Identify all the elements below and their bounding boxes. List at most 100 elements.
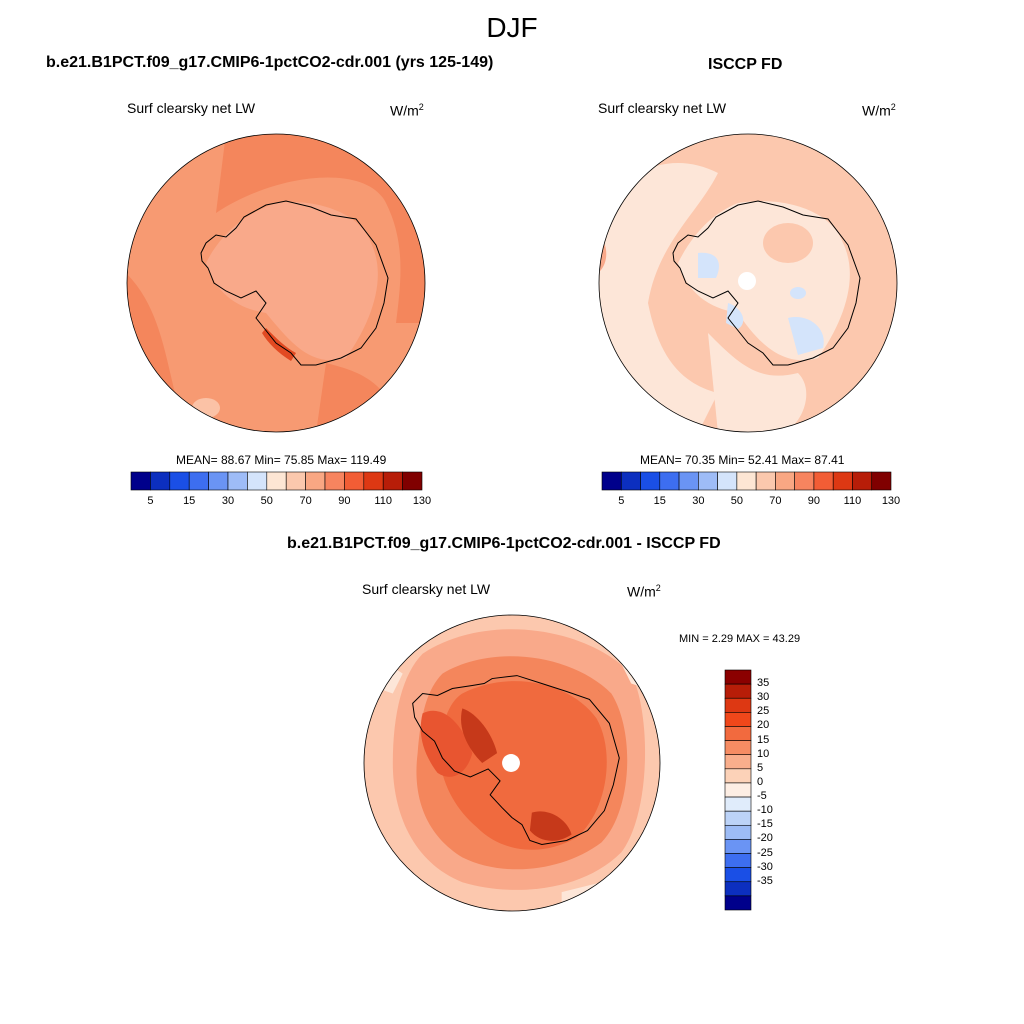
colorbar-box bbox=[724, 712, 752, 727]
panel1-stats: MEAN= 88.67 Min= 75.85 Max= 119.49 bbox=[176, 453, 387, 467]
colorbar-label: -15 bbox=[757, 818, 773, 831]
colorbar-label: 5 bbox=[618, 495, 625, 507]
colorbar-label: -5 bbox=[757, 790, 767, 803]
colorbar-box bbox=[208, 471, 229, 491]
colorbar-box bbox=[724, 782, 752, 798]
figure-title: DJF bbox=[486, 12, 538, 43]
panel1-title: b.e21.B1PCT.f09_g17.CMIP6-1pctCO2-cdr.00… bbox=[46, 54, 494, 71]
panel2-title: ISCCP FD bbox=[708, 56, 783, 73]
panel3-colorbar bbox=[724, 669, 752, 911]
panel3-map bbox=[363, 614, 661, 912]
colorbar-box bbox=[285, 471, 306, 491]
panel1-colorbar bbox=[130, 471, 423, 491]
colorbar-label: -35 bbox=[757, 874, 773, 887]
panel2-map bbox=[598, 133, 898, 433]
coastline bbox=[412, 675, 620, 845]
panel3-colorbar-labels: 35 30 25 20 15 10 5 0 -5 -10 -15 -20 -25 -30 -35 bbox=[757, 670, 797, 910]
colorbar-label: 20 bbox=[757, 719, 770, 732]
panel1-units: W/m2 bbox=[390, 102, 424, 119]
colorbar-label: 50 bbox=[730, 495, 743, 507]
coastline bbox=[672, 200, 861, 366]
colorbar-label: 0 bbox=[757, 775, 764, 788]
colorbar-box bbox=[150, 471, 171, 491]
colorbar-label: 50 bbox=[260, 495, 273, 507]
colorbar-box bbox=[130, 471, 151, 491]
colorbar-box bbox=[169, 471, 190, 491]
colorbar-box bbox=[402, 471, 423, 491]
colorbar-label: 15 bbox=[183, 495, 196, 507]
panel2-stats: MEAN= 70.35 Min= 52.41 Max= 87.41 bbox=[640, 453, 845, 467]
colorbar-box bbox=[247, 471, 268, 491]
colorbar-box bbox=[188, 471, 209, 491]
colorbar-label: 10 bbox=[757, 747, 770, 760]
panel2-variable: Surf clearsky net LW bbox=[598, 100, 727, 116]
colorbar-label: 30 bbox=[221, 495, 235, 507]
colorbar-label: -30 bbox=[757, 860, 773, 873]
colorbar-label: -10 bbox=[757, 804, 773, 817]
panel1-variable: Surf clearsky net LW bbox=[127, 100, 256, 116]
colorbar-box bbox=[724, 796, 752, 812]
colorbar-box bbox=[324, 471, 345, 491]
colorbar-box bbox=[724, 669, 752, 685]
colorbar-box bbox=[382, 471, 403, 491]
colorbar-box bbox=[871, 471, 892, 491]
colorbar-label: 5 bbox=[757, 761, 764, 774]
colorbar-box bbox=[620, 471, 641, 491]
panel2-units: W/m2 bbox=[862, 102, 896, 119]
colorbar-label: 130 bbox=[881, 495, 901, 507]
colorbar-box bbox=[659, 471, 680, 491]
colorbar-label: -25 bbox=[757, 846, 773, 859]
colorbar-box bbox=[678, 471, 699, 491]
colorbar-box bbox=[363, 471, 384, 491]
panel3-variable: Surf clearsky net LW bbox=[362, 581, 491, 597]
colorbar-box bbox=[724, 839, 752, 854]
colorbar-box bbox=[724, 726, 752, 741]
colorbar-label: 110 bbox=[843, 495, 862, 507]
colorbar-box bbox=[852, 471, 873, 491]
colorbar-box bbox=[698, 471, 718, 491]
colorbar-label: 70 bbox=[299, 495, 312, 507]
colorbar-box bbox=[724, 824, 752, 840]
colorbar-label: 35 bbox=[757, 677, 770, 690]
panel3-stats: MIN = 2.29 MAX = 43.29 bbox=[679, 633, 801, 645]
colorbar-box bbox=[736, 471, 757, 491]
coastline bbox=[200, 200, 389, 366]
panel2-colorbar-labels: 5 15 30 50 70 90 110 130 bbox=[602, 495, 900, 509]
colorbar-label: 30 bbox=[757, 691, 770, 704]
colorbar-box bbox=[601, 471, 622, 491]
colorbar-label: 25 bbox=[757, 705, 770, 718]
colorbar-label: 110 bbox=[374, 495, 392, 507]
colorbar-box bbox=[724, 754, 752, 770]
panel2-colorbar bbox=[601, 471, 892, 491]
panel1-map bbox=[126, 133, 426, 433]
colorbar-box bbox=[305, 471, 326, 491]
colorbar-label: 130 bbox=[412, 495, 432, 507]
colorbar-box bbox=[724, 683, 752, 699]
colorbar-box bbox=[813, 471, 834, 491]
colorbar-label: 70 bbox=[769, 495, 782, 507]
panel3-units: W/m2 bbox=[627, 583, 661, 600]
colorbar-label: 15 bbox=[757, 733, 770, 746]
colorbar-box bbox=[227, 471, 248, 491]
colorbar-box bbox=[266, 471, 287, 491]
colorbar-box bbox=[344, 471, 365, 491]
colorbar-box bbox=[724, 768, 752, 784]
colorbar-box bbox=[724, 853, 752, 868]
colorbar-label: 90 bbox=[807, 495, 821, 507]
colorbar-box bbox=[794, 471, 815, 491]
colorbar-box bbox=[724, 697, 752, 713]
colorbar-box bbox=[755, 471, 776, 491]
colorbar-label: 30 bbox=[692, 495, 705, 507]
colorbar-box bbox=[832, 471, 853, 491]
colorbar-box bbox=[717, 471, 738, 491]
panel3-title: b.e21.B1PCT.f09_g17.CMIP6-1pctCO2-cdr.00… bbox=[287, 535, 721, 552]
panel1-colorbar-labels: 5 15 30 50 70 90 110 130 bbox=[131, 495, 431, 509]
colorbar-label: 15 bbox=[653, 495, 666, 507]
colorbar-box bbox=[724, 810, 752, 826]
colorbar-box bbox=[724, 895, 752, 911]
colorbar-label: 5 bbox=[147, 495, 154, 507]
colorbar-label: 90 bbox=[338, 495, 351, 507]
colorbar-box bbox=[724, 867, 752, 883]
colorbar-box bbox=[640, 471, 661, 491]
colorbar-box bbox=[724, 881, 752, 897]
